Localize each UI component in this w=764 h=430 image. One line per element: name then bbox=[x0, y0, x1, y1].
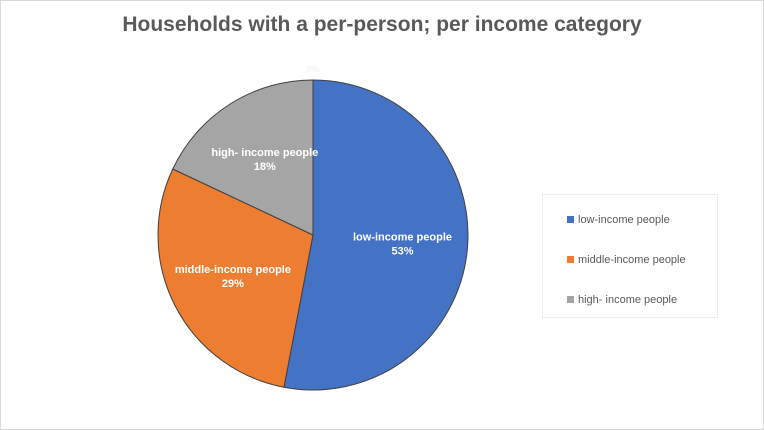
data-label-high-income-people-percent: 18% bbox=[254, 161, 276, 173]
legend-swatch-high-income bbox=[567, 296, 574, 303]
legend-label-low-income: low-income people bbox=[578, 213, 670, 226]
legend-item-low-income: low-income people bbox=[567, 209, 717, 230]
data-label-middle-income-people-percent: 29% bbox=[222, 278, 244, 290]
legend-swatch-middle-income bbox=[567, 256, 574, 263]
pie-slice-low-income-people bbox=[283, 79, 469, 391]
data-label-low-income-people: low-income people 53% bbox=[353, 231, 452, 257]
legend: low-income people middle-income people h… bbox=[542, 194, 718, 318]
legend-item-middle-income: middle-income people bbox=[567, 249, 717, 270]
data-label-low-income-people-category: low-income people bbox=[353, 231, 452, 243]
data-label-zero-slice: 0% bbox=[306, 64, 319, 74]
pie-slice-high-income-people bbox=[172, 79, 314, 236]
data-label-high-income-people-category: high- income people bbox=[211, 147, 318, 159]
legend-label-middle-income: middle-income people bbox=[578, 253, 686, 266]
chart-title: Households with a per-person; per income… bbox=[122, 13, 642, 36]
data-label-high-income-people: high- income people 18% bbox=[211, 147, 318, 173]
data-label-middle-income-people-category: middle-income people bbox=[175, 264, 291, 276]
legend-item-high-income: high- income people bbox=[567, 289, 717, 310]
pie-slice-middle-income-people bbox=[157, 168, 314, 388]
legend-label-high-income: high- income people bbox=[578, 293, 678, 306]
data-label-low-income-people-percent: 53% bbox=[391, 245, 413, 257]
legend-swatch-low-income bbox=[567, 216, 574, 223]
data-label-middle-income-people: middle-income people 29% bbox=[175, 264, 291, 290]
